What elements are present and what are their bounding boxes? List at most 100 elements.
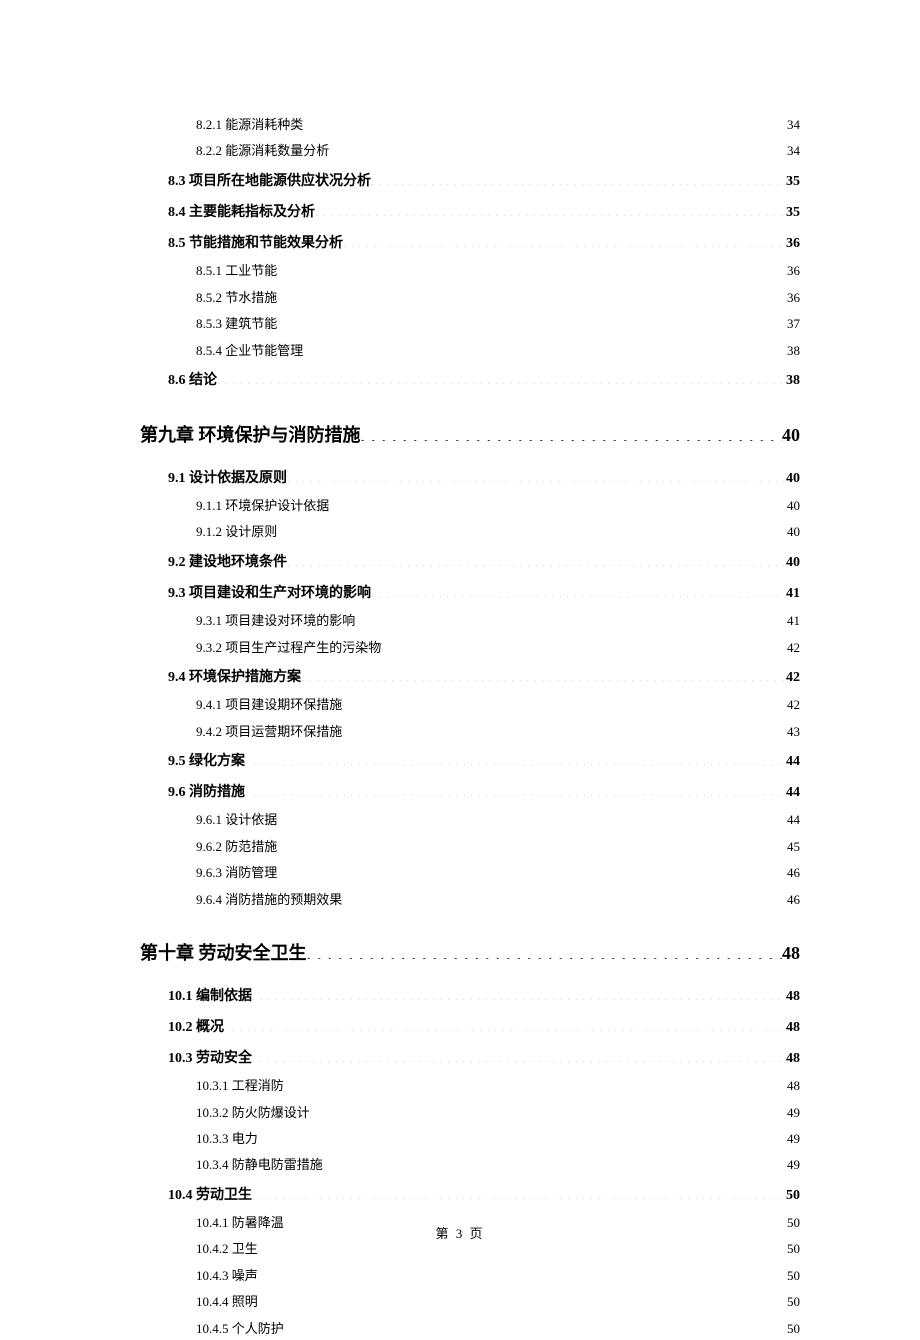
toc-entry-label: 9.2 建设地环境条件 <box>168 550 287 575</box>
toc-entry-page: 36 <box>787 259 800 282</box>
toc-entry-page: 50 <box>786 1183 800 1208</box>
toc-entry: 9.6.4 消防措施的预期效果46 <box>196 888 800 911</box>
page-footer: 第 3 页 <box>0 1223 920 1242</box>
toc-entry-page: 49 <box>787 1127 800 1150</box>
toc-leader-dots <box>217 370 786 384</box>
toc-leader-dots <box>329 497 787 510</box>
toc-entry: 8.5.2 节水措施 36 <box>196 286 800 309</box>
toc-entry-label: 9.4.1 项目建设期环保措施 <box>196 693 342 716</box>
toc-entry-page: 41 <box>787 609 800 632</box>
toc-leader-dots <box>258 1293 787 1306</box>
toc-entry: 10.3.4 防静电防雷措施 49 <box>196 1153 800 1176</box>
toc-leader-dots <box>307 941 783 959</box>
toc-entry: 9.2 建设地环境条件40 <box>168 550 800 575</box>
toc-entry-page: 48 <box>787 1074 800 1097</box>
toc-entry-label: 10.3.4 防静电防雷措施 <box>196 1153 323 1176</box>
toc-leader-dots <box>252 1185 786 1199</box>
toc-entry-page: 44 <box>786 749 800 774</box>
toc-leader-dots <box>343 233 786 247</box>
toc-entry: 8.6 结论38 <box>168 368 800 393</box>
toc-entry-label: 10.4.3 噪声 <box>196 1264 258 1287</box>
toc-entry-page: 48 <box>786 984 800 1009</box>
toc-entry-label: 9.3.1 项目建设对环境的影响 <box>196 609 355 632</box>
toc-leader-dots <box>287 468 786 482</box>
toc-entry: 9.6.1 设计依据 44 <box>196 808 800 831</box>
toc-entry-label: 10.1 编制依据 <box>168 984 252 1009</box>
toc-entry-label: 9.5 绿化方案 <box>168 749 245 774</box>
toc-entry-page: 35 <box>786 200 800 225</box>
toc-entry-page: 50 <box>787 1264 800 1287</box>
toc-entry: 10.1 编制依据 48 <box>168 984 800 1009</box>
toc-leader-dots <box>371 171 786 185</box>
toc-entry: 10.4.3 噪声 50 <box>196 1264 800 1287</box>
toc-leader-dots <box>381 639 787 652</box>
toc-leader-dots <box>342 723 787 736</box>
toc-entry-page: 36 <box>787 286 800 309</box>
toc-entry: 8.5.1 工业节能 36 <box>196 259 800 282</box>
toc-entry: 10.3.2 防火防爆设计 49 <box>196 1101 800 1124</box>
toc-leader-dots <box>245 751 786 765</box>
toc-leader-dots <box>277 523 787 536</box>
toc-leader-dots <box>258 1267 787 1280</box>
toc-entry: 10.3.3 电力 49 <box>196 1127 800 1150</box>
toc-leader-dots <box>258 1130 787 1143</box>
toc-entry-page: 40 <box>786 466 800 491</box>
toc-entry-label: 8.5.4 企业节能管理 <box>196 339 303 362</box>
toc-entry-label: 8.4 主要能耗指标及分析 <box>168 200 315 225</box>
toc-entry-page: 44 <box>787 808 800 831</box>
toc-leader-dots <box>224 1017 786 1031</box>
toc-entry: 9.3.1 项目建设对环境的影响 41 <box>196 609 800 632</box>
toc-entry-label: 9.3 项目建设和生产对环境的影响 <box>168 581 371 606</box>
toc-entry-page: 44 <box>786 780 800 805</box>
toc-leader-dots <box>277 262 787 275</box>
toc-entry-label: 8.5.2 节水措施 <box>196 286 277 309</box>
toc-entry-label: 10.3.1 工程消防 <box>196 1074 284 1097</box>
toc-leader-dots <box>303 342 787 355</box>
toc-leader-dots <box>277 289 787 302</box>
toc-entry: 9.1 设计依据及原则 40 <box>168 466 800 491</box>
toc-entry-page: 42 <box>786 665 800 690</box>
toc-entry: 8.3 项目所在地能源供应状况分析35 <box>168 169 800 194</box>
toc-entry-label: 9.4 环境保护措施方案 <box>168 665 301 690</box>
toc-entry: 9.5 绿化方案 44 <box>168 749 800 774</box>
toc-entry-page: 49 <box>787 1101 800 1124</box>
toc-entry-label: 8.5.1 工业节能 <box>196 259 277 282</box>
toc-entry: 8.5.3 建筑节能37 <box>196 312 800 335</box>
toc-entry: 10.4 劳动卫生50 <box>168 1183 800 1208</box>
toc-leader-dots <box>245 782 786 796</box>
toc-leader-dots <box>342 891 787 904</box>
toc-entry-page: 36 <box>786 231 800 256</box>
toc-leader-dots <box>371 583 786 597</box>
toc-entry-label: 10.4.5 个人防护 <box>196 1317 284 1340</box>
toc-entry: 9.4.2 项目运营期环保措施43 <box>196 720 800 743</box>
toc-entry-label: 10.3 劳动安全 <box>168 1046 252 1071</box>
toc-entry-label: 8.6 结论 <box>168 368 217 393</box>
toc-entry-page: 41 <box>786 581 800 606</box>
toc-entry-page: 46 <box>787 888 800 911</box>
toc-entry: 9.6.2 防范措施45 <box>196 835 800 858</box>
toc-entry-page: 49 <box>787 1153 800 1176</box>
toc-entry-label: 9.1 设计依据及原则 <box>168 466 287 491</box>
toc-entry: 8.5.4 企业节能管理38 <box>196 339 800 362</box>
toc-entry-page: 40 <box>787 494 800 517</box>
toc-entry: 9.1.2 设计原则40 <box>196 520 800 543</box>
toc-entry-label: 10.3.3 电力 <box>196 1127 258 1150</box>
toc-entry-label: 9.6.1 设计依据 <box>196 808 277 831</box>
toc-leader-dots <box>277 864 787 877</box>
toc-entry-label: 8.3 项目所在地能源供应状况分析 <box>168 169 371 194</box>
toc-leader-dots <box>252 1048 786 1062</box>
toc-entry-label: 9.1.1 环境保护设计依据 <box>196 494 329 517</box>
toc-entry-page: 48 <box>786 1046 800 1071</box>
toc-entry: 第九章 环境保护与消防措施40 <box>140 421 800 450</box>
toc-entry-label: 第十章 劳动安全卫生 <box>140 939 307 968</box>
toc-entry: 9.4.1 项目建设期环保措施42 <box>196 693 800 716</box>
toc-entry: 8.5 节能措施和节能效果分析36 <box>168 231 800 256</box>
toc-entry: 10.2 概况48 <box>168 1015 800 1040</box>
toc-entry-label: 10.3.2 防火防爆设计 <box>196 1101 310 1124</box>
toc-entry-page: 34 <box>787 139 800 162</box>
toc-leader-dots <box>301 667 786 681</box>
toc-entry: 9.1.1 环境保护设计依据 40 <box>196 494 800 517</box>
toc-leader-dots <box>323 1156 787 1169</box>
toc-entry-label: 9.3.2 项目生产过程产生的污染物 <box>196 636 381 659</box>
toc-entry-page: 50 <box>787 1317 800 1340</box>
